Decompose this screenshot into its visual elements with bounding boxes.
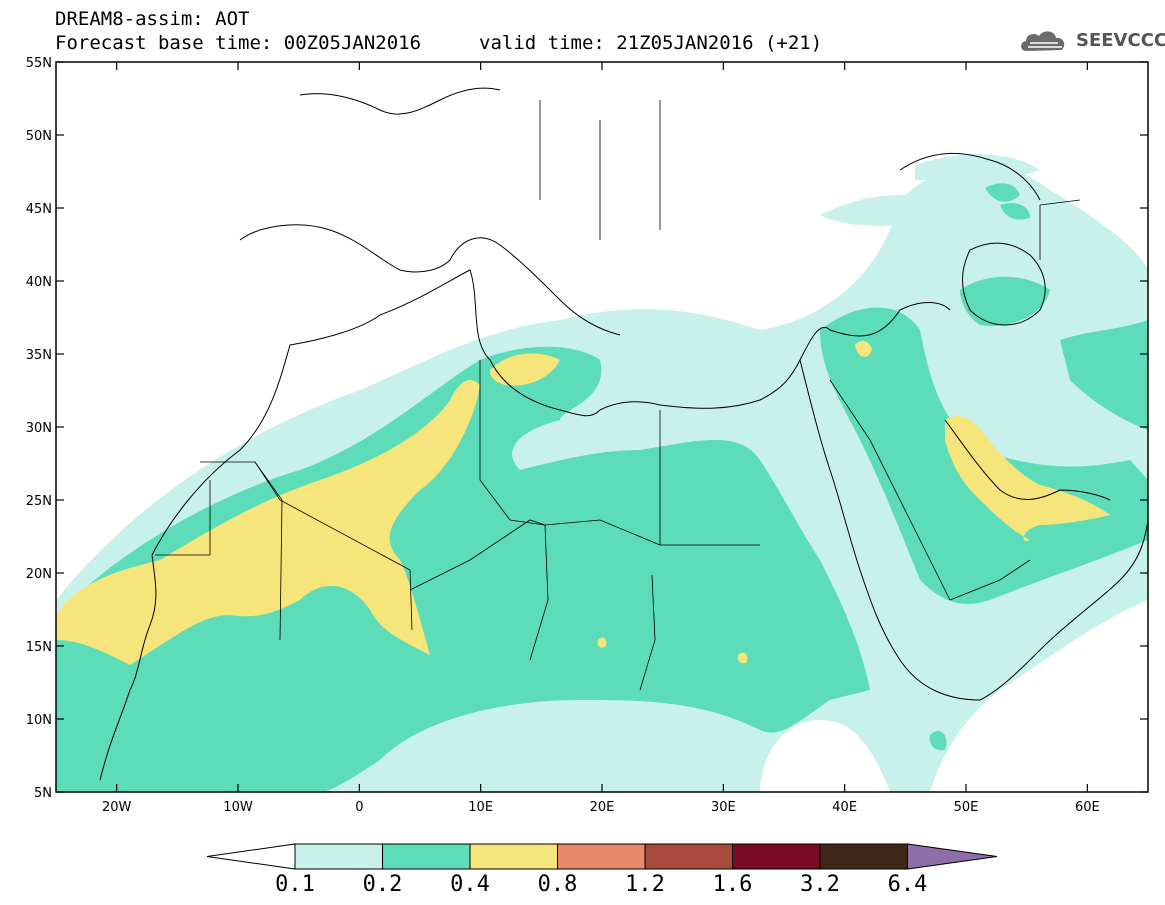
lat-tick-label: 10N [26,713,52,728]
lat-tick-label: 5N [34,786,52,801]
valid-time-label: valid time: 21Z05JAN2016 (+21) [479,32,823,54]
aot-band-0.4-0.8 [56,340,1110,665]
colorbar-min-arrow [206,843,296,870]
colorbar-label: 0.8 [538,872,578,897]
lon-tick-label: 10E [468,800,493,815]
cloud-icon [1021,31,1065,51]
logo-text: SEEVCCC [1076,30,1165,51]
lat-tick-label: 15N [26,640,52,655]
coastlines [99,87,1148,781]
lat-tick-label: 45N [26,202,52,217]
latitude-axis: 5N 10N 15N 20N 25N 30N 35N 40N 45N 50N 55N [26,56,1148,801]
colorbar-segment [294,843,383,870]
longitude-axis: 20W 10W 0 10E 20E 30E 40E 50E 60E [102,62,1100,815]
lat-tick-label: 30N [26,421,52,436]
lon-tick-label: 0 [355,800,363,815]
colorbar-label: 0.4 [450,872,490,897]
colorbar-segment [732,843,821,870]
lon-tick-label: 10W [223,800,253,815]
time-info: Forecast base time: 00Z05JAN2016 valid ti… [55,32,822,54]
lat-tick-label: 25N [26,494,52,509]
colorbar-label: 1.2 [625,872,665,897]
map-title: DREAM8-assim: AOT [55,8,250,30]
colorbar-max-arrow [907,843,998,870]
colorbar-label: 3.2 [800,872,840,897]
base-time-label: Forecast base time: 00Z05JAN2016 [55,32,422,54]
lat-tick-label: 35N [26,348,52,363]
lat-tick-label: 20N [26,567,52,582]
colorbar-label: 6.4 [888,872,928,897]
lon-tick-label: 20E [590,800,615,815]
country-borders [155,100,1081,691]
colorbar-segment [644,843,733,870]
colorbar-segment [469,843,558,870]
colorbar-label: 0.1 [275,872,315,897]
lat-tick-label: 50N [26,129,52,144]
lon-tick-label: 30E [711,800,736,815]
lon-tick-label: 50E [954,800,979,815]
colorbar: 0.1 0.2 0.4 0.8 1.2 1.6 3.2 6.4 [206,843,998,897]
colorbar-label: 0.2 [363,872,403,897]
lat-tick-label: 55N [26,56,52,71]
colorbar-label: 1.6 [713,872,753,897]
seevccc-logo: SEEVCCC [1018,25,1165,57]
aot-field [56,62,1148,792]
colorbar-segment [557,843,646,870]
colorbar-segment [382,843,471,870]
colorbar-segment [819,843,908,870]
lon-tick-label: 60E [1075,800,1100,815]
lon-tick-label: 20W [102,800,132,815]
lat-tick-label: 40N [26,275,52,290]
lon-tick-label: 40E [832,800,857,815]
